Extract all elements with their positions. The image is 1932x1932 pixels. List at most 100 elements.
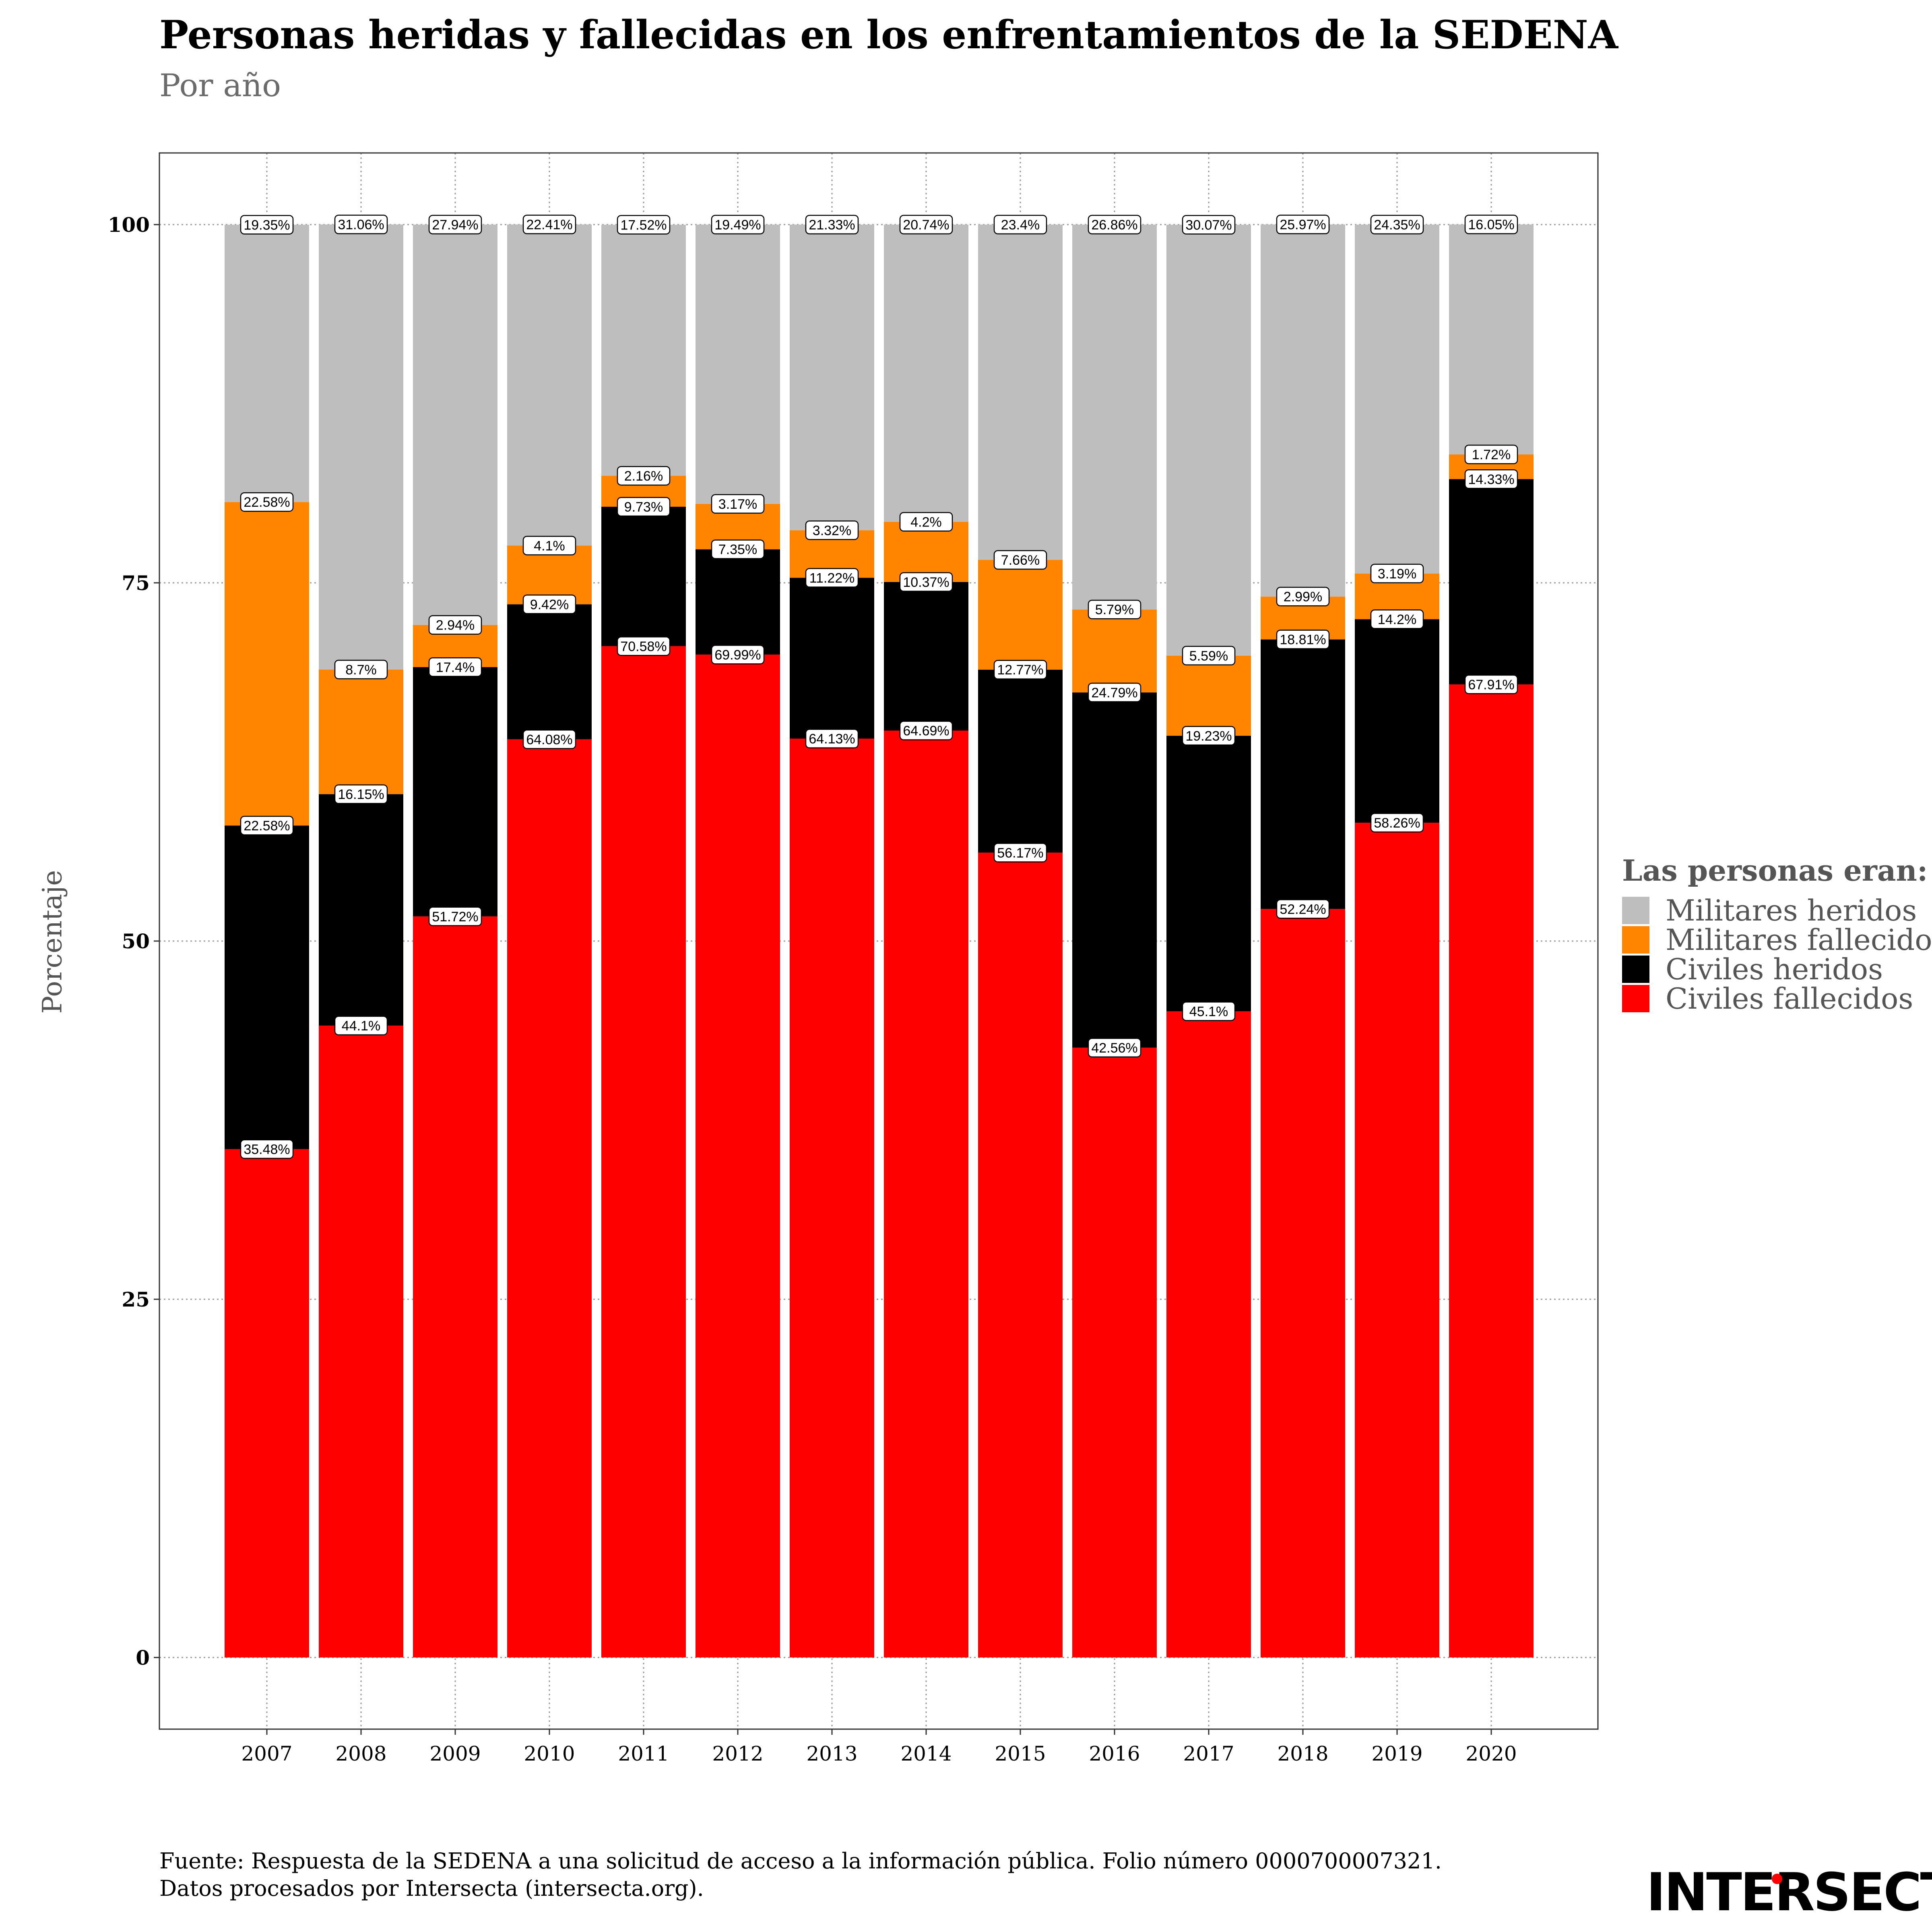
data-label: 52.24% [1280,902,1326,917]
data-label-box [428,615,482,635]
data-label-box [522,594,576,614]
legend-label: Militares fallecidos [1666,923,1932,957]
y-tick-label: 75 [122,571,150,595]
data-label: 31.06% [338,217,384,233]
data-label: 64.69% [903,723,949,739]
data-label-box [711,539,765,559]
data-label: 16.15% [338,787,384,802]
bar-segment [225,225,309,502]
data-label-box [617,497,671,517]
data-label-box [805,215,859,235]
x-tick-label: 2015 [995,1742,1046,1765]
data-label: 70.58% [620,639,667,654]
bar-segment [1166,1011,1251,1657]
data-label-box [240,215,294,235]
data-label-box [1182,726,1236,746]
bar-segment [978,852,1063,1657]
bar-segment [1449,684,1534,1657]
bar-segment [1261,224,1345,597]
data-label-box [1464,675,1518,694]
data-label: 64.08% [526,732,572,747]
y-tick-label: 25 [122,1288,150,1311]
data-label-box [899,215,953,235]
data-label: 19.49% [714,217,761,233]
data-label-box [1276,586,1330,607]
bar-segment [319,794,403,1026]
data-label: 4.1% [534,538,565,553]
data-label: 35.48% [244,1142,290,1157]
bar-segment [884,731,968,1657]
data-label-box [1464,215,1518,234]
bar-segment [507,604,592,739]
data-label-box [993,215,1047,235]
y-tick-label: 0 [136,1646,150,1670]
bar-segment [978,225,1063,560]
legend-swatch [1622,955,1649,983]
data-label: 25.97% [1280,217,1326,233]
bar-segment [1355,619,1439,823]
bar-segment [696,225,780,504]
data-label: 22.58% [244,818,290,834]
data-label-box [1464,469,1518,489]
x-tick-label: 2016 [1089,1742,1140,1765]
data-label: 24.35% [1374,217,1420,233]
bar-segment [225,826,309,1149]
data-label: 44.1% [342,1018,380,1034]
bar-segment [790,738,874,1657]
data-label-box [1276,630,1330,649]
bar-segment [507,224,592,546]
data-label-box [522,215,576,234]
chart-title: Personas heridas y fallecidas en los enf… [159,12,1618,58]
bar-segment [1072,692,1157,1048]
data-label-box [240,1139,294,1159]
bar-segment [507,545,592,605]
data-label-box [617,636,671,656]
data-label: 18.81% [1280,632,1326,648]
data-label-box [805,729,859,749]
bar-segment [790,225,874,530]
brand-logo-dot [1772,1874,1782,1884]
data-label: 51.72% [432,909,478,925]
bar-segment [696,549,780,655]
data-label-box [1370,609,1424,629]
x-tick-label: 2018 [1277,1742,1328,1765]
x-tick-label: 2020 [1466,1742,1517,1765]
data-label: 2.94% [436,618,475,633]
data-label-box [993,660,1047,679]
legend-swatch [1622,985,1649,1012]
brand-logo: INTERSECTA [1646,1862,1932,1923]
data-label: 27.94% [432,217,478,233]
x-tick-label: 2019 [1371,1742,1422,1765]
data-label: 3.17% [718,497,757,512]
bar-segment [1166,655,1251,736]
x-tick-label: 2011 [618,1742,669,1765]
bar-segment [884,522,968,582]
data-label: 7.66% [1001,553,1040,568]
legend-swatch [1622,896,1649,924]
data-label: 17.52% [620,217,667,233]
data-label-box [617,215,671,235]
legend-swatch [1622,926,1649,954]
data-label-box [240,815,294,836]
data-label-box [428,215,482,235]
x-tick-label: 2008 [335,1742,386,1765]
legend-label: Militares heridos [1666,893,1917,927]
data-label-box [334,784,388,804]
data-label-box [240,492,294,512]
bar-segment [225,1149,309,1657]
bar-segment [413,667,497,916]
bar-segment [507,739,592,1657]
data-label: 19.35% [244,217,290,233]
data-label-box [617,466,671,486]
data-label-box [711,645,765,665]
data-label: 3.19% [1378,566,1416,582]
data-label: 45.1% [1189,1004,1228,1019]
bar-segment [601,646,686,1657]
data-label: 26.86% [1091,217,1137,233]
legend-item-civiles-fallecidos: Civiles fallecidos [1622,982,1932,1016]
bar-segment [319,669,403,795]
data-label: 9.42% [530,597,569,612]
data-label: 67.91% [1468,677,1514,692]
bar-segment [1355,822,1439,1658]
bar-segment [319,1026,403,1657]
